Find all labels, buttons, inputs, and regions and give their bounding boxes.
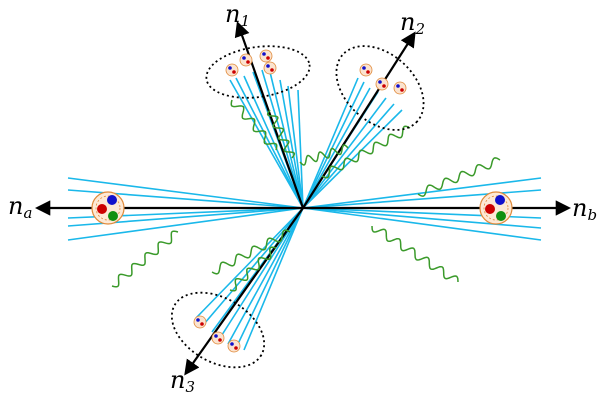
hadron-3-2-blue xyxy=(230,342,234,346)
hadron-1-0-red xyxy=(232,70,236,74)
label-n2: n2 xyxy=(400,8,426,38)
proton-b-disc xyxy=(479,191,513,225)
jet-2-line-4 xyxy=(302,97,387,209)
hadron-3-0-disc xyxy=(193,315,207,329)
beam-b-line-4 xyxy=(302,207,542,241)
proton-a-quark-blue xyxy=(107,195,117,205)
label-n3: n3 xyxy=(170,366,196,396)
jet-3-line-5 xyxy=(235,207,304,349)
hadron-1-3-red xyxy=(270,68,274,72)
hadron-1-3-disc xyxy=(263,61,277,75)
hadron-3-1-disc xyxy=(211,331,225,345)
hadron-1-1-red xyxy=(246,60,250,64)
hadron-1-0-disc xyxy=(225,63,239,77)
hadron-2-1-red xyxy=(382,84,386,88)
hadron-3-1-blue xyxy=(214,334,218,338)
proton-b-ring xyxy=(483,195,509,221)
hadron-3-2-red xyxy=(234,346,238,350)
hadron-2-1-disc xyxy=(375,77,389,91)
jet-3-line-6 xyxy=(243,207,304,351)
jet-2-line-5 xyxy=(302,103,395,209)
label-n1: n1 xyxy=(225,0,251,30)
beam-a-line-4 xyxy=(67,207,304,241)
gluon-8 xyxy=(211,229,291,275)
label-nb: nb xyxy=(572,194,597,224)
cluster-ellipse-2 xyxy=(335,45,425,131)
proton-b-quark-red xyxy=(485,204,495,214)
proton-a-quark-red xyxy=(97,204,107,214)
gluon-2 xyxy=(266,109,296,159)
hadron-1-0-blue xyxy=(228,66,232,70)
hadron-1-2-red xyxy=(266,56,270,60)
hadron-3-2-disc xyxy=(227,339,241,353)
hadron-3-1-red xyxy=(218,338,222,342)
gluon-1 xyxy=(230,99,278,151)
gluon-7 xyxy=(111,230,179,288)
jet-1-line-7 xyxy=(287,85,304,209)
jet-1-line-8 xyxy=(297,89,304,209)
hadron-1-1-blue xyxy=(242,56,246,60)
beam-b-line-3 xyxy=(302,207,542,229)
jet-3-line-4 xyxy=(227,207,304,345)
jet-1-line-1 xyxy=(235,77,304,209)
beam-b-line-0 xyxy=(302,177,542,209)
axis-n2 xyxy=(302,31,416,209)
beam-a-line-0 xyxy=(67,177,304,209)
jet-1-line-6 xyxy=(279,79,304,209)
proton-b-quark-blue xyxy=(495,195,505,205)
hadron-1-2-blue xyxy=(262,52,266,56)
proton-a-disc xyxy=(91,191,125,225)
jet-2-line-1 xyxy=(302,81,365,209)
gluon-3 xyxy=(299,144,349,166)
jet-3-line-0 xyxy=(195,207,304,319)
hadron-2-0-red xyxy=(366,70,370,74)
proton-a-quark-green xyxy=(108,211,118,221)
gluon-4 xyxy=(321,125,411,179)
jet-3-line-3 xyxy=(219,207,304,339)
hadron-1-2-disc xyxy=(259,49,273,63)
cluster-ellipse-3 xyxy=(170,291,266,369)
gluon-5 xyxy=(417,157,501,197)
hadron-1-1-disc xyxy=(239,53,253,67)
hadron-2-2-disc xyxy=(393,81,407,95)
jet-2-line-6 xyxy=(302,109,403,209)
proton-b-quark-green xyxy=(496,211,506,221)
hadron-2-1-blue xyxy=(378,80,382,84)
label-na: na xyxy=(8,192,33,222)
hadron-2-2-red xyxy=(400,88,404,92)
hadron-3-0-red xyxy=(200,322,204,326)
proton-a-ring xyxy=(95,195,121,221)
axis-n3 xyxy=(184,207,304,376)
jet-2-line-0 xyxy=(302,77,359,209)
gluon-6 xyxy=(371,225,459,283)
hadron-2-0-blue xyxy=(362,66,366,70)
hadron-1-3-blue xyxy=(266,64,270,68)
jet-1-line-4 xyxy=(261,69,304,209)
hadron-2-0-disc xyxy=(359,63,373,77)
hadron-2-2-blue xyxy=(396,84,400,88)
gluon-9 xyxy=(229,246,277,292)
jet-2-line-2 xyxy=(302,87,371,209)
cluster-ellipse-1 xyxy=(205,45,311,99)
jet-3-line-1 xyxy=(203,207,304,325)
hadron-3-0-blue xyxy=(196,318,200,322)
